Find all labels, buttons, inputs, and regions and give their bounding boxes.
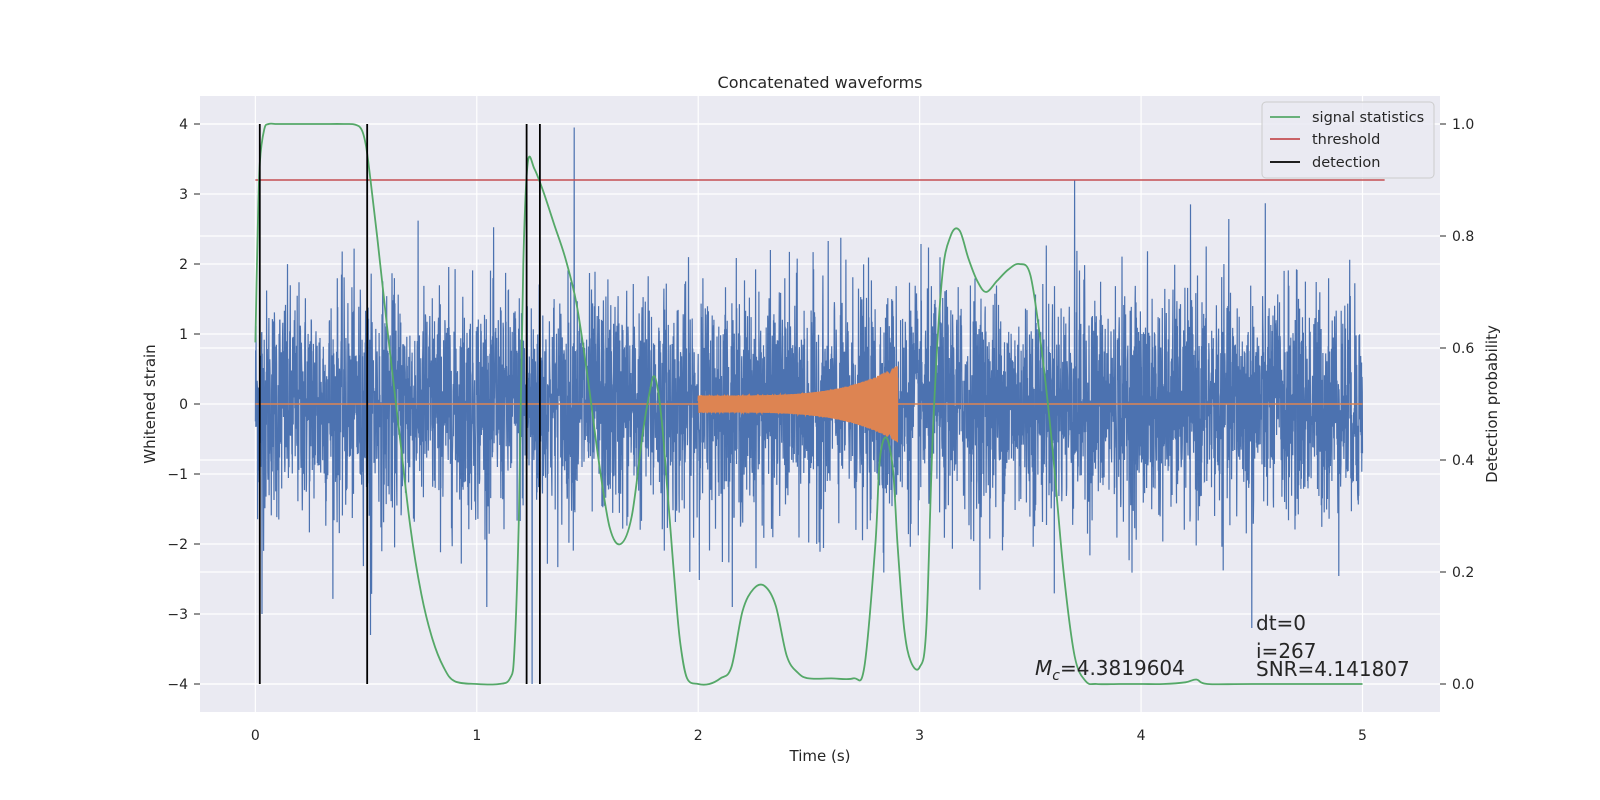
- x-tick-label: 4: [1137, 728, 1146, 744]
- signal-statistics-line: [254, 122, 1363, 686]
- legend-box: [1261, 101, 1435, 179]
- x-tick-label: 1: [472, 728, 481, 744]
- chart-title: Concatenated waveforms: [718, 73, 923, 92]
- y2-tick-label: 0.6: [1452, 341, 1474, 357]
- y-tick-label: 0: [179, 397, 188, 413]
- y-tick-label: 3: [179, 187, 188, 203]
- y-tick-label: −3: [167, 607, 188, 623]
- y2-tick-label: 1.0: [1452, 117, 1474, 133]
- chirp-waveform-line: [697, 366, 899, 443]
- y-tick-label: 1: [179, 327, 188, 343]
- snr-annotation: SNR=4.141807: [1256, 657, 1410, 681]
- annotations: Mc=4.3819604 dt=0 i=267 SNR=4.141807: [1035, 611, 1410, 684]
- chirp-mass-symbol: M: [1035, 656, 1052, 680]
- legend: signal statistics threshold detection: [1261, 101, 1435, 179]
- y-tick-label: −1: [167, 467, 188, 483]
- tick-labels: 0 1 2 3 4 5 −4 −3 −2 −1 0 1 2 3 4 0.0 0.2 0.4 0.6 0.8 1.0: [167, 117, 1474, 744]
- y2-tick-label: 0.8: [1452, 229, 1474, 245]
- y-tick-label: −2: [167, 537, 188, 553]
- y2-tick-label: 0.2: [1452, 565, 1474, 581]
- x-tick-label: 5: [1358, 728, 1367, 744]
- y2-tick-label: 0.0: [1452, 677, 1474, 693]
- legend-label-detection: detection: [1312, 155, 1380, 171]
- y2-tick-label: 0.4: [1452, 453, 1474, 469]
- y-tick-label: 4: [179, 117, 188, 133]
- y-axis-label: Whitened strain: [141, 344, 159, 463]
- x-tick-label: 0: [251, 728, 260, 744]
- chirp-mass-value: =4.3819604: [1060, 656, 1185, 680]
- x-axis-label: Time (s): [789, 747, 851, 765]
- x-tick-label: 3: [915, 728, 924, 744]
- chirp-mass-subscript: c: [1052, 668, 1060, 684]
- index-annotation: i=267: [1256, 639, 1317, 663]
- series-layer: [254, 122, 1385, 686]
- legend-label-signal-statistics: signal statistics: [1312, 110, 1424, 126]
- x-tick-label: 2: [694, 728, 703, 744]
- y-tick-label: −4: [167, 677, 188, 693]
- y2-axis-label: Detection probability: [1483, 325, 1501, 483]
- y-tick-label: 2: [179, 257, 188, 273]
- dt-annotation: dt=0: [1256, 611, 1306, 635]
- legend-label-threshold: threshold: [1312, 132, 1380, 148]
- chirp-mass-annotation: Mc=4.3819604: [1035, 656, 1185, 684]
